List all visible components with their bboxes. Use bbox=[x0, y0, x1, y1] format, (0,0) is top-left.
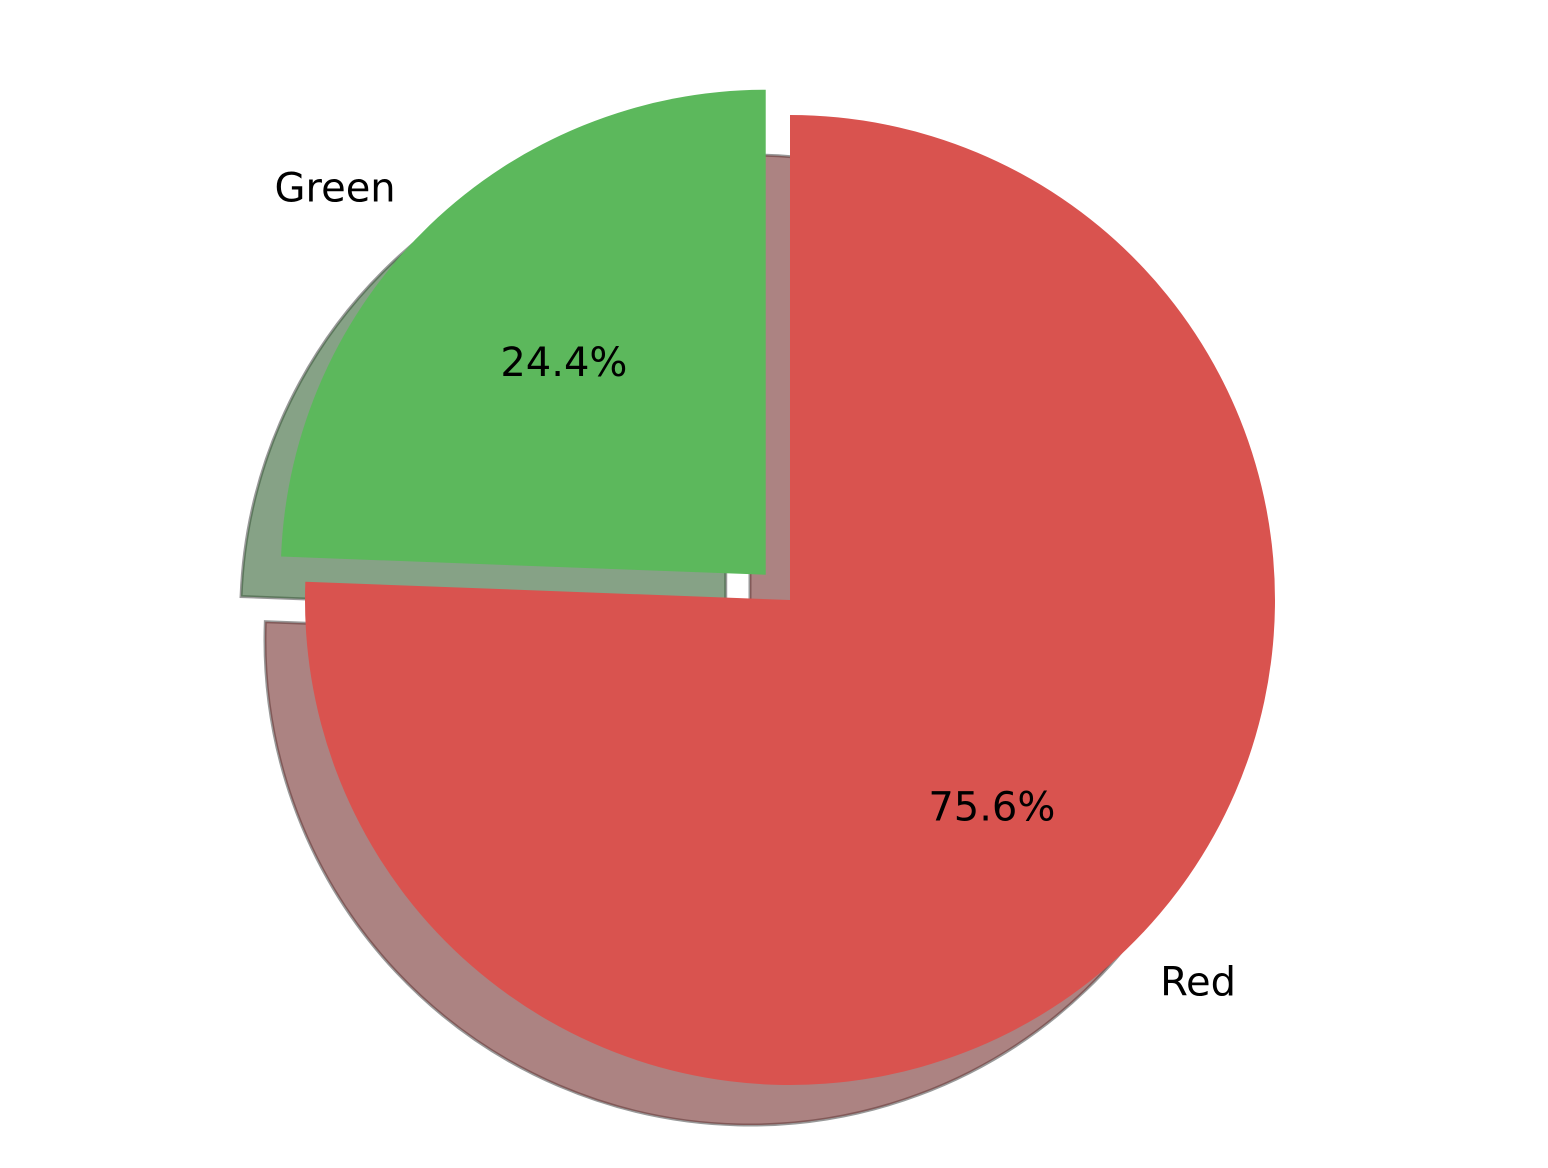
pie-slice-green bbox=[281, 89, 766, 575]
slice-pct-label-green: 24.4% bbox=[500, 340, 627, 386]
slice-label-red: Red bbox=[1160, 959, 1236, 1005]
pie-slice-red bbox=[304, 115, 1275, 1086]
labels: Red 75.6% Green 24.4% bbox=[275, 166, 1237, 1006]
slice-label-green: Green bbox=[275, 166, 396, 212]
slice-pct-label-red: 75.6% bbox=[928, 785, 1055, 831]
slices bbox=[281, 89, 1275, 1086]
